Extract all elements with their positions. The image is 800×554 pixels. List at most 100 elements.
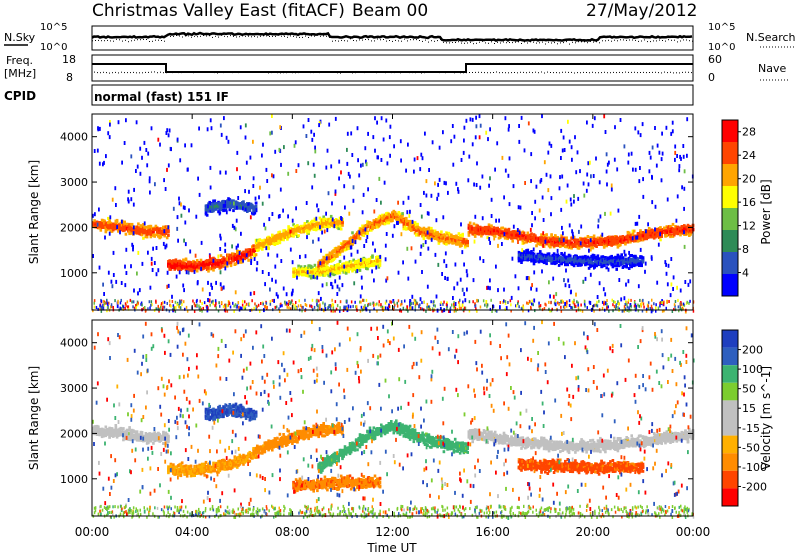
data-cell — [278, 241, 282, 245]
speckle-cell — [224, 203, 227, 208]
nsearch-point — [326, 35, 327, 37]
nave-point — [682, 71, 683, 73]
data-cell — [503, 236, 507, 240]
data-cell — [519, 257, 522, 261]
nsearch-point — [608, 39, 609, 41]
data-cell — [580, 263, 583, 267]
data-cell — [616, 259, 620, 263]
data-cell — [440, 238, 443, 242]
nsearch-point — [149, 41, 150, 42]
speckle-cell — [252, 139, 254, 144]
nave-point — [607, 72, 608, 74]
speckle-cell — [117, 120, 120, 125]
nsearch-point — [398, 40, 399, 42]
data-cell — [450, 233, 453, 237]
data-cell — [529, 234, 532, 238]
data-cell — [522, 231, 526, 235]
nsearch-point — [275, 35, 276, 37]
speckle-cell — [267, 272, 270, 276]
nave-point — [523, 71, 524, 73]
data-cell — [292, 275, 295, 278]
nsearch-point — [434, 40, 435, 42]
data-cell — [333, 256, 337, 260]
data-cell — [352, 258, 355, 262]
data-cell — [271, 238, 274, 242]
nave-point — [397, 71, 398, 73]
speckle-cell — [679, 288, 682, 293]
data-cell — [477, 231, 481, 235]
data-cell — [537, 255, 541, 259]
data-cell — [611, 241, 615, 245]
data-cell — [457, 232, 461, 236]
speckle-cell — [172, 206, 175, 211]
data-cell — [219, 265, 223, 269]
nsearch-point — [656, 40, 657, 42]
nsearch-point — [461, 42, 462, 44]
nsearch-point — [683, 39, 684, 41]
speckle-cell — [601, 232, 604, 237]
speckle-cell — [287, 171, 290, 176]
nave-point — [415, 72, 416, 74]
data-cell — [641, 259, 645, 263]
nsearch-point — [212, 36, 213, 38]
data-cell — [624, 259, 627, 263]
data-cell — [207, 266, 210, 269]
data-cell — [216, 259, 219, 263]
data-cell — [306, 220, 309, 224]
speckle-cell — [125, 247, 128, 252]
speckle-cell — [127, 199, 130, 204]
data-cell — [292, 231, 295, 235]
speckle-cell — [311, 185, 314, 190]
speckle-cell — [264, 282, 266, 287]
data-cell — [303, 265, 307, 269]
data-cell — [318, 268, 322, 272]
data-cell — [199, 258, 203, 262]
speckle-cell — [102, 162, 104, 167]
nsearch-point — [302, 36, 303, 38]
nave-point — [424, 72, 425, 74]
data-cell — [592, 261, 596, 265]
speckle-cell — [165, 243, 168, 248]
data-cell — [612, 263, 616, 267]
data-cell — [282, 232, 285, 236]
data-cell — [606, 243, 610, 246]
nave-point — [259, 71, 260, 73]
data-cell — [629, 257, 632, 261]
nave-point — [106, 72, 107, 74]
nsearch-point — [380, 39, 381, 41]
data-cell — [319, 228, 323, 231]
speckle-cell — [676, 285, 678, 290]
data-cell — [308, 274, 312, 278]
data-cell — [626, 258, 630, 261]
nave-point — [256, 71, 257, 73]
nsearch-point — [566, 41, 567, 43]
speckle-cell — [374, 248, 376, 253]
data-cell — [292, 267, 295, 271]
nave-point — [253, 72, 254, 73]
data-cell — [621, 235, 625, 239]
data-cell — [299, 224, 303, 228]
speckle-cell — [674, 157, 676, 162]
data-cell — [609, 255, 612, 259]
speckle-cell — [554, 302, 557, 307]
speckle-cell — [661, 131, 663, 136]
data-cell — [616, 256, 620, 260]
speckle-cell — [236, 205, 238, 210]
data-cell — [431, 230, 434, 234]
nave-point — [301, 71, 302, 73]
data-cell — [654, 235, 657, 239]
nsearch-point — [296, 36, 297, 38]
nsearch-point — [317, 34, 318, 36]
data-cell — [322, 215, 325, 219]
nsearch-point — [449, 42, 450, 44]
nave-point — [121, 71, 122, 73]
data-cell — [130, 223, 134, 227]
data-cell — [185, 267, 189, 271]
data-cell — [402, 227, 406, 231]
data-cell — [496, 226, 499, 230]
speckle-cell — [224, 248, 227, 253]
nave-point — [343, 71, 344, 73]
data-cell — [440, 230, 443, 234]
data-cell — [615, 267, 618, 271]
data-cell — [294, 268, 298, 272]
